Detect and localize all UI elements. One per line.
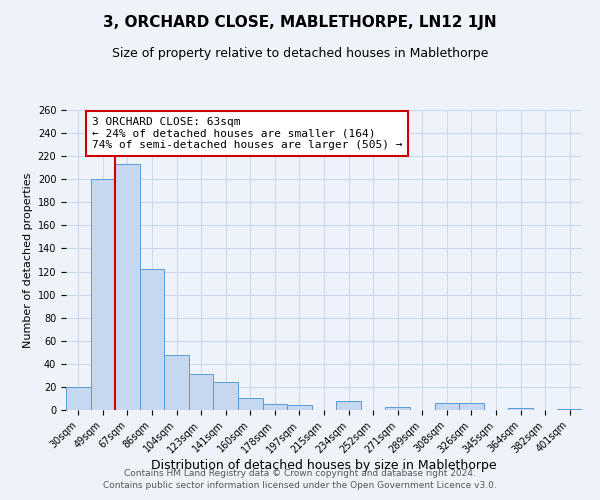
Text: 3, ORCHARD CLOSE, MABLETHORPE, LN12 1JN: 3, ORCHARD CLOSE, MABLETHORPE, LN12 1JN xyxy=(103,15,497,30)
Bar xyxy=(214,382,238,410)
Text: 3 ORCHARD CLOSE: 63sqm
← 24% of detached houses are smaller (164)
74% of semi-de: 3 ORCHARD CLOSE: 63sqm ← 24% of detached… xyxy=(92,117,403,150)
Text: Size of property relative to detached houses in Mablethorpe: Size of property relative to detached ho… xyxy=(112,48,488,60)
Bar xyxy=(91,179,115,410)
Bar xyxy=(287,406,312,410)
Bar xyxy=(459,403,484,410)
Bar xyxy=(140,269,164,410)
X-axis label: Distribution of detached houses by size in Mablethorpe: Distribution of detached houses by size … xyxy=(151,459,497,472)
Bar xyxy=(336,401,361,410)
Bar xyxy=(66,387,91,410)
Bar xyxy=(557,409,582,410)
Bar xyxy=(263,404,287,410)
Text: Contains HM Land Registry data © Crown copyright and database right 2024.: Contains HM Land Registry data © Crown c… xyxy=(124,468,476,477)
Bar xyxy=(385,406,410,410)
Bar xyxy=(189,374,214,410)
Bar xyxy=(115,164,140,410)
Bar xyxy=(238,398,263,410)
Text: Contains public sector information licensed under the Open Government Licence v3: Contains public sector information licen… xyxy=(103,481,497,490)
Y-axis label: Number of detached properties: Number of detached properties xyxy=(23,172,34,348)
Bar xyxy=(164,354,189,410)
Bar xyxy=(508,408,533,410)
Bar xyxy=(434,403,459,410)
